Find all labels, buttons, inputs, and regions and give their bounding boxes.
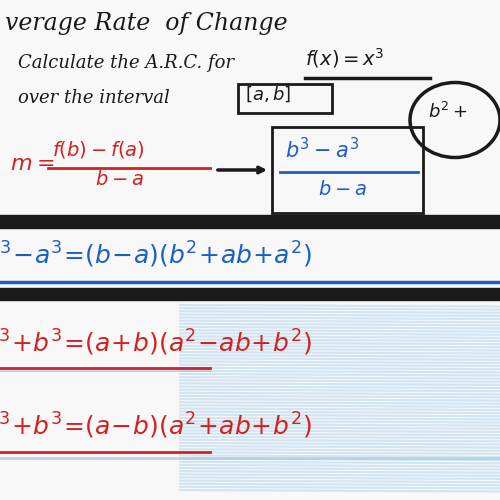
Text: $b-a$: $b-a$ (318, 180, 367, 199)
Text: over the interval: over the interval (18, 89, 170, 107)
Text: $a^3\!+\!b^3\!=\!(a\!+\!b)(a^2\!-\!ab\!+\!b^2)$: $a^3\!+\!b^3\!=\!(a\!+\!b)(a^2\!-\!ab\!+… (0, 328, 312, 358)
Text: $b^2+$: $b^2+$ (428, 102, 468, 122)
Text: $b - a$: $b - a$ (95, 170, 144, 189)
Text: $[a,b]$: $[a,b]$ (245, 84, 291, 104)
Text: verage Rate  of Change: verage Rate of Change (5, 12, 288, 35)
Text: $f(x)=x^3$: $f(x)=x^3$ (305, 46, 384, 70)
Text: $f(b) - f(a)$: $f(b) - f(a)$ (52, 138, 145, 160)
Text: $b^3\!-\!a^3\!=\!(b\!-\!a)(b^2\!+\!ab\!+\!a^2)$: $b^3\!-\!a^3\!=\!(b\!-\!a)(b^2\!+\!ab\!+… (0, 240, 312, 270)
Text: Calculate the A.R.C. for: Calculate the A.R.C. for (18, 54, 234, 72)
Text: $a^3\!+\!b^3\!=\!(a\!-\!b)(a^2\!+\!ab\!+\!b^2)$: $a^3\!+\!b^3\!=\!(a\!-\!b)(a^2\!+\!ab\!+… (0, 410, 312, 441)
Text: $m=$: $m=$ (10, 154, 54, 174)
Text: $b^3-a^3$: $b^3-a^3$ (285, 137, 359, 162)
